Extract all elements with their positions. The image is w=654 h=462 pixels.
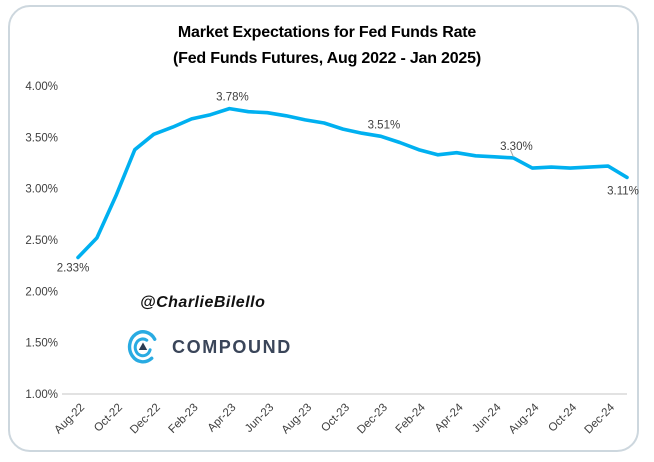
data-label: 3.51%	[368, 119, 401, 131]
logo-triangle	[138, 342, 148, 350]
series-line	[76, 106, 629, 260]
data-label: 2.33%	[57, 262, 90, 274]
y-tick-label: 4.00%	[25, 81, 58, 93]
compound-logo: COMPOUND	[126, 326, 292, 368]
watermark-handle: @CharlieBilello	[140, 294, 266, 311]
chart-card	[8, 5, 639, 452]
logo-outer-arc	[127, 330, 157, 364]
y-tick-label: 1.50%	[25, 338, 58, 350]
compound-logo-icon	[127, 330, 157, 364]
chart-title: Market Expectations for Fed Funds Rate (…	[0, 20, 654, 72]
x-tick-label: Apr-23	[206, 402, 239, 435]
y-tick-label: 2.00%	[25, 286, 58, 298]
x-tick-label: Feb-24	[394, 401, 429, 436]
x-tick-label: Dec-24	[582, 401, 617, 436]
y-tick-label: 1.00%	[25, 389, 58, 401]
chart-title-line1: Market Expectations for Fed Funds Rate	[177, 24, 477, 41]
x-tick-label: Apr-24	[433, 401, 466, 434]
chart-title-line2: (Fed Funds Futures, Aug 2022 - Jan 2025)	[173, 50, 481, 67]
x-tick-label: Dec-22	[128, 402, 163, 437]
x-tick-label: Jun-23	[243, 402, 276, 435]
data-label: 3.30%	[500, 141, 533, 153]
data-label: 3.11%	[607, 185, 639, 197]
logo-inner-arc	[133, 337, 152, 358]
x-tick-label: Aug-22	[52, 402, 87, 437]
x-tick-label: Dec-23	[355, 402, 390, 437]
x-tick-label: Oct-23	[319, 402, 352, 435]
data-label-leader	[509, 149, 514, 158]
x-tick-label: Oct-22	[92, 402, 125, 435]
data-label: 3.78%	[216, 92, 249, 104]
compound-logo-text: COMPOUND	[172, 336, 292, 357]
x-tick-label: Aug-24	[507, 401, 542, 436]
x-tick-label: Oct-24	[546, 401, 579, 434]
x-tick-label: Feb-23	[166, 402, 200, 436]
x-tick-label: Aug-23	[280, 402, 315, 437]
x-tick-label: Jun-24	[470, 401, 504, 435]
y-tick-label: 2.50%	[25, 235, 58, 247]
y-tick-label: 3.50%	[25, 132, 58, 144]
y-tick-label: 3.00%	[25, 184, 58, 196]
